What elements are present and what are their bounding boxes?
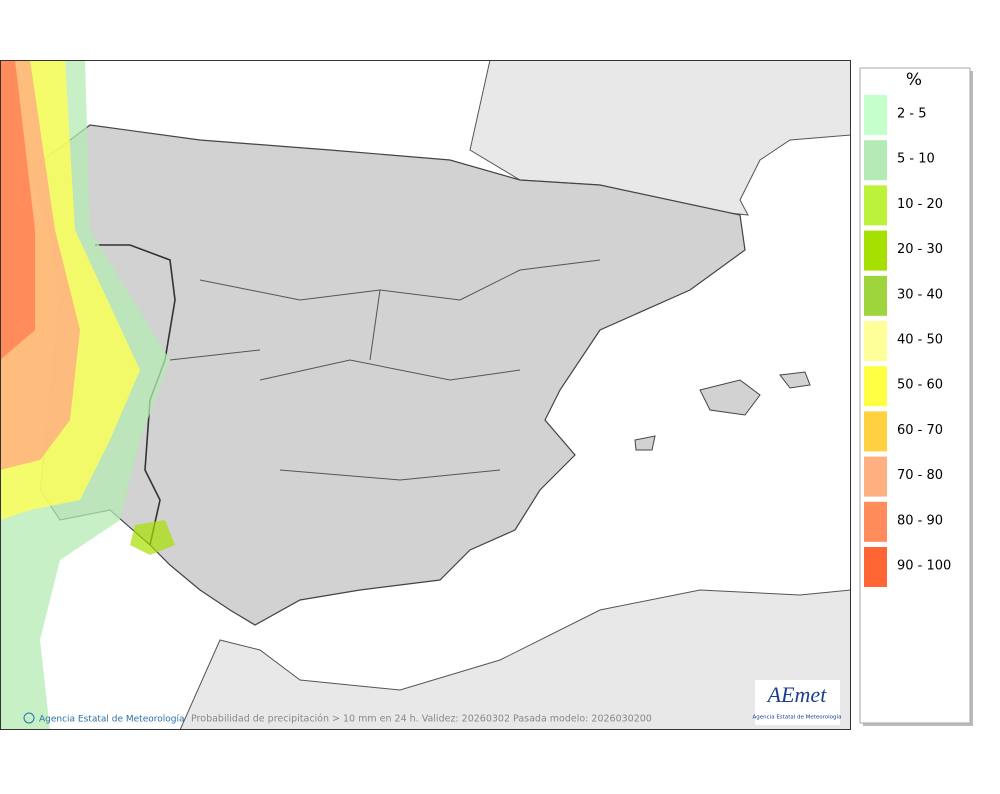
legend-items: 2 - 5 5 - 10 10 - 20 20 - 30 30 - 40 40 - 50 5… xyxy=(864,95,951,587)
balearics xyxy=(634,371,811,451)
regions xyxy=(169,259,601,481)
caption: Probabilidad de precipitación > 10 mm en… xyxy=(191,714,652,725)
legend-label: 60 - 70 xyxy=(897,423,943,438)
legend-label: 20 - 30 xyxy=(897,242,943,257)
legend-label: 10 - 20 xyxy=(897,197,943,212)
map-frame xyxy=(0,60,851,730)
legend-label: 70 - 80 xyxy=(897,468,943,483)
legend-swatch xyxy=(864,366,887,407)
legend-swatch xyxy=(864,230,887,271)
north-africa xyxy=(0,589,851,730)
precip-spot xyxy=(130,520,175,555)
map: Agencia Estatal de Meteorología Probabil… xyxy=(0,60,851,730)
legend-swatch xyxy=(864,140,887,181)
logo-subtitle: Agencia Estatal de Meteorología xyxy=(753,714,842,721)
legend-swatch xyxy=(864,456,887,497)
legend-swatch xyxy=(864,275,887,316)
credit: Agencia Estatal de Meteorología xyxy=(39,715,185,725)
legend-swatch xyxy=(864,501,887,542)
logo-name: AEmet xyxy=(766,682,828,707)
legend-swatch xyxy=(864,547,887,587)
legend-swatch xyxy=(864,321,887,361)
legend-title: % xyxy=(906,70,922,90)
credit-icon xyxy=(23,712,35,724)
legend-label: 5 - 10 xyxy=(897,152,935,167)
legend-label: 80 - 90 xyxy=(897,513,943,528)
legend-label: 30 - 40 xyxy=(897,287,943,302)
logo-box xyxy=(755,680,840,725)
legend-label: 90 - 100 xyxy=(897,559,951,574)
legend-label: 50 - 60 xyxy=(897,378,943,393)
legend-swatch xyxy=(864,411,887,452)
precip-top xyxy=(0,60,35,360)
legend-swatch xyxy=(864,185,887,226)
legend-label: 2 - 5 xyxy=(897,107,927,122)
legend-label: 40 - 50 xyxy=(897,333,943,348)
france xyxy=(469,60,851,216)
legend-swatch xyxy=(864,95,887,135)
